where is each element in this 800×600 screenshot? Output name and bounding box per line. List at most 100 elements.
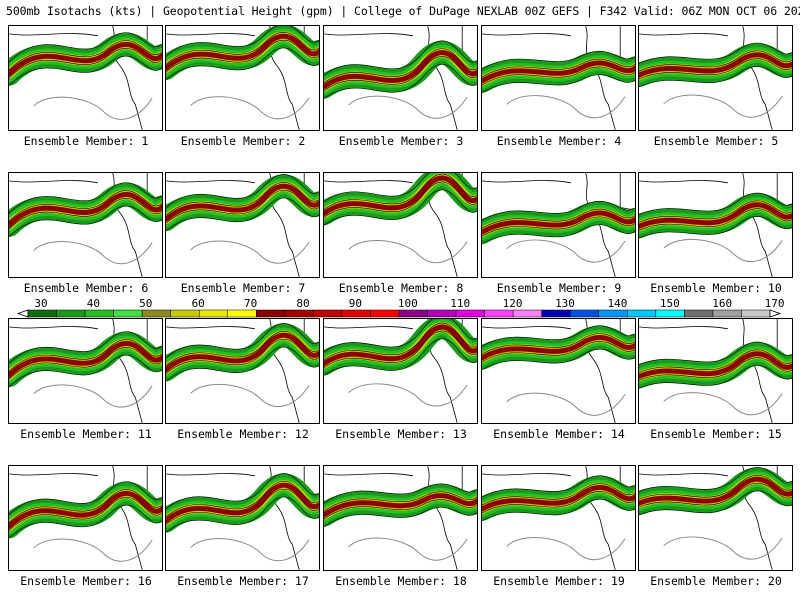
height-contour: [482, 201, 635, 221]
height-contour: [482, 58, 635, 78]
height-contour: [166, 480, 319, 518]
colorbar-swatch: [370, 309, 400, 318]
height-contour: [9, 48, 162, 79]
gray-height-contour: [506, 537, 626, 561]
isotach-band: [324, 50, 477, 90]
height-contour: [324, 507, 477, 527]
height-contour: [9, 504, 162, 539]
height-contour: [166, 473, 319, 510]
height-contour: [324, 189, 477, 226]
height-contour: [639, 66, 792, 88]
height-contour: [9, 198, 162, 230]
height-contour: [482, 66, 635, 86]
height-contour: [482, 499, 635, 522]
colorbar-swatch: [455, 309, 485, 318]
ensemble-member-map: [323, 172, 478, 278]
height-contour: [482, 475, 635, 498]
height-contour: [9, 205, 162, 238]
ensemble-member-label: Ensemble Member: 17: [177, 574, 309, 588]
ensemble-member-label: Ensemble Member: 7: [180, 281, 306, 295]
height-contour: [324, 499, 477, 520]
ensemble-member-label: Ensemble Member: 13: [335, 427, 467, 441]
height-contour: [639, 341, 792, 366]
ensemble-member-map: [8, 318, 163, 424]
isotach-band: [9, 42, 162, 77]
isotach-band: [639, 476, 792, 506]
gray-height-contour: [33, 384, 153, 408]
isotach-band: [324, 324, 477, 367]
ensemble-member-map: [165, 465, 320, 571]
ensemble-member-label: Ensemble Member: 18: [335, 574, 467, 588]
colorbar-swatch: [398, 309, 428, 318]
gray-height-contour: [190, 383, 310, 407]
height-contour: [639, 50, 792, 72]
ensemble-member-map: [323, 25, 478, 131]
height-contour: [9, 489, 162, 523]
ensemble-member-map: [638, 465, 793, 571]
ensemble-member-label: Ensemble Member: 19: [493, 574, 625, 588]
map-title: 500mb Isotachs (kts) | Geopotential Heig…: [6, 4, 800, 18]
colorbar-swatch: [569, 309, 600, 318]
colorbar-swatch: [113, 309, 143, 318]
height-contour: [9, 40, 162, 71]
height-contour: [639, 200, 792, 223]
height-contour: [9, 481, 162, 515]
colorbar-swatch: [484, 309, 514, 318]
height-contour: [482, 325, 635, 347]
height-contour: [482, 483, 635, 506]
height-contour: [482, 491, 635, 514]
ensemble-member-map: [323, 465, 478, 571]
ensemble-member-label: Ensemble Member: 9: [496, 281, 622, 295]
height-contour: [166, 39, 319, 73]
ensemble-member-map: [165, 25, 320, 131]
colorbar-right-arrow: [769, 309, 782, 318]
height-contour: [482, 208, 635, 229]
height-contour: [9, 32, 162, 63]
colorbar-swatch: [170, 309, 200, 318]
height-contour: [324, 173, 477, 202]
isotach-band: [166, 482, 319, 524]
colorbar-tick-label: 50: [139, 297, 152, 310]
height-contour: [324, 322, 477, 360]
height-contour: [482, 216, 635, 237]
gray-height-contour: [663, 238, 783, 262]
gray-height-contour: [33, 96, 153, 120]
gray-height-contour: [190, 240, 310, 264]
isotach-band: [639, 202, 792, 229]
colorbar-tick-label: 30: [34, 297, 47, 310]
height-contour: [639, 58, 792, 80]
height-contour: [324, 491, 477, 512]
colorbar-tick-label: 100: [398, 297, 418, 310]
colorbar-tick-label: 60: [192, 297, 205, 310]
height-contour: [166, 323, 319, 358]
colorbar-left-arrow: [16, 309, 29, 318]
ensemble-member-label: Ensemble Member: 8: [338, 281, 464, 295]
isotach-band: [639, 52, 792, 78]
colorbar-swatch: [56, 309, 86, 318]
height-contour: [324, 338, 477, 376]
isotach-band: [9, 192, 162, 228]
height-contour: [9, 339, 162, 372]
colorbar-tick-label: 140: [607, 297, 627, 310]
ensemble-member-map: [165, 172, 320, 278]
height-contour: [166, 182, 319, 216]
colorbar-tick-label: 150: [660, 297, 680, 310]
height-contour: [639, 42, 792, 64]
gray-height-contour: [663, 94, 783, 118]
colorbar-swatch: [27, 309, 57, 318]
height-contour: [166, 346, 319, 382]
height-contour: [639, 192, 792, 215]
gray-height-contour: [190, 538, 310, 562]
gray-height-contour: [348, 95, 468, 119]
gray-height-contour: [663, 392, 783, 416]
colorbar-tick-label: 80: [296, 297, 309, 310]
height-contour: [324, 319, 477, 353]
colorbar-swatch: [141, 309, 171, 318]
height-contour: [639, 467, 792, 492]
height-contour: [324, 64, 477, 99]
height-contour: [324, 48, 477, 84]
height-contour: [482, 341, 635, 363]
height-contour: [639, 216, 792, 239]
colorbar-swatch: [227, 309, 257, 318]
isotach-band: [166, 33, 319, 71]
